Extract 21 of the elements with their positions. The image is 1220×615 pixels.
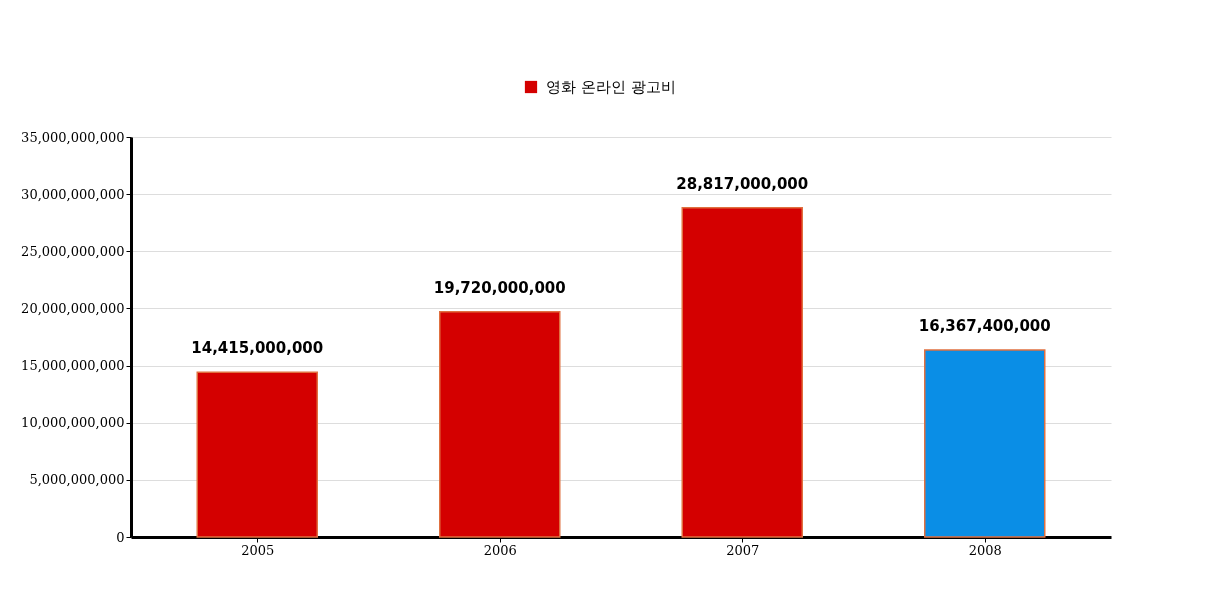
y-tick-label: 10,000,000,000 [21,415,125,431]
data-label: 19,720,000,000 [433,278,566,297]
x-tick-label: 2007 [726,542,760,558]
data-label: 16,367,400,000 [918,316,1051,335]
y-tick-label: 35,000,000,000 [21,129,125,145]
bar [196,371,318,538]
bar [924,349,1046,538]
x-tick-label: 2006 [483,542,517,558]
y-tick-label: 5,000,000,000 [29,472,125,488]
y-tick-label: 25,000,000,000 [21,243,125,259]
data-label: 14,415,000,000 [191,339,324,358]
y-tick-label: 0 [116,529,125,545]
y-tick-label: 30,000,000,000 [21,186,125,202]
x-tick-label: 2005 [241,542,275,558]
bar [439,310,561,538]
x-tick-label: 2008 [968,542,1002,558]
bar [681,206,803,538]
y-tick-label: 15,000,000,000 [21,358,125,374]
y-tick-label: 20,000,000,000 [21,300,125,316]
legend-label: 영화 온라인 광고비 [546,78,676,96]
data-label: 28,817,000,000 [676,174,809,193]
